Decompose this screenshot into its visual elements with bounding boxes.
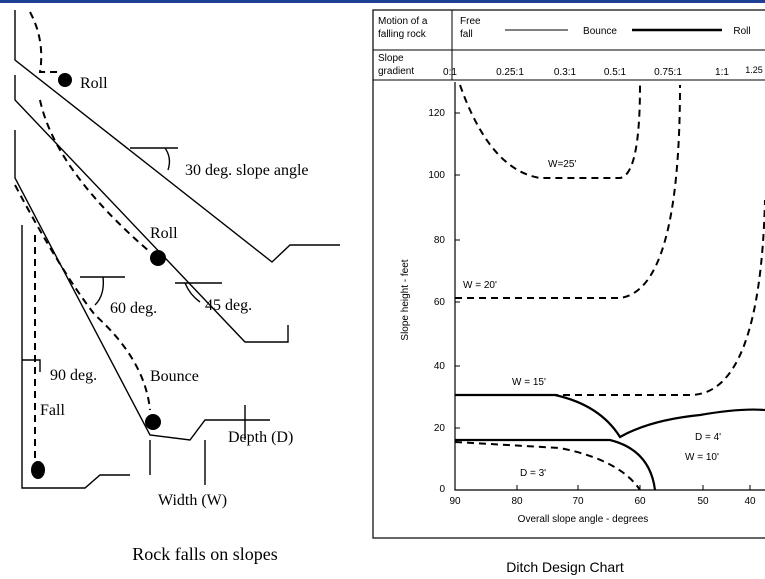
top-bar xyxy=(0,0,765,3)
curve-label: W = 20' xyxy=(463,280,497,291)
gradient: 0.3:1 xyxy=(554,67,577,78)
label: 60 deg. xyxy=(110,300,157,317)
angle-60 xyxy=(80,276,125,306)
curve xyxy=(455,199,765,396)
header-text: Free xyxy=(460,16,481,27)
label: Bounce xyxy=(150,368,199,385)
header-lines xyxy=(373,10,765,81)
slope-30 xyxy=(14,10,340,263)
x-tick-label: 90 xyxy=(449,496,461,507)
frame xyxy=(372,9,765,539)
gradient: 0.5:1 xyxy=(604,67,627,78)
curve-label: W = 10' xyxy=(685,452,719,463)
header-text: Roll xyxy=(733,26,750,37)
x-axis-label: Overall slope angle - degrees xyxy=(518,514,649,525)
caption: Ditch Design Chart xyxy=(506,559,624,575)
curve-label: D = 4' xyxy=(695,432,721,443)
header-text: gradient xyxy=(378,66,414,77)
gradient: 1:1 xyxy=(715,67,729,78)
gradient: 0.25:1 xyxy=(496,67,524,78)
y-tick-label: 20 xyxy=(434,423,446,434)
x-tick-label: 50 xyxy=(697,496,709,507)
header-text: Motion of a xyxy=(378,16,428,27)
curve xyxy=(455,438,657,491)
y-tick-label: 0 xyxy=(439,484,445,495)
rock xyxy=(31,461,45,479)
right-figure: Motion of a falling rock Free fall Bounc… xyxy=(372,9,765,575)
header-text: Slope xyxy=(378,53,404,64)
gradient: 0.75:1 xyxy=(654,67,682,78)
path-45 xyxy=(39,99,151,253)
label: Width (W) xyxy=(158,492,227,509)
path-30 xyxy=(29,11,62,73)
axes xyxy=(454,82,765,491)
gradient: 0:1 xyxy=(443,67,457,78)
curve xyxy=(455,393,765,439)
caption: Rock falls on slopes xyxy=(132,544,278,564)
y-tick-label: 40 xyxy=(434,361,446,372)
label: 45 deg. xyxy=(205,297,252,314)
slope-60 xyxy=(14,130,270,441)
x-tick-label: 60 xyxy=(634,496,646,507)
slope-90 xyxy=(21,225,130,489)
label: 90 deg. xyxy=(50,367,97,384)
curve-label: D = 3' xyxy=(520,468,546,479)
ticks xyxy=(455,112,751,490)
header-text: fall xyxy=(460,29,473,40)
y-axis-label: Slope height - feet xyxy=(400,259,411,340)
y-tick-label: 80 xyxy=(434,235,446,246)
x-tick-label: 70 xyxy=(572,496,584,507)
y-tick-label: 120 xyxy=(428,108,445,119)
rock xyxy=(58,73,72,87)
y-tick-label: 100 xyxy=(428,170,445,181)
label: 30 deg. slope angle xyxy=(185,162,309,179)
angle-90 xyxy=(22,359,41,372)
label: Roll xyxy=(80,75,108,92)
curve xyxy=(459,84,641,179)
angle-30 xyxy=(130,147,178,171)
curve-label: W = 15' xyxy=(512,377,546,388)
curve xyxy=(454,441,641,491)
gradient: 1.25 xyxy=(745,65,763,75)
header-text: Bounce xyxy=(583,26,617,37)
label: Fall xyxy=(40,402,65,419)
curve-label: W=25' xyxy=(548,159,576,170)
rock xyxy=(145,414,161,430)
header-text: falling rock xyxy=(378,29,427,40)
y-tick-label: 60 xyxy=(434,297,446,308)
left-figure: Roll 30 deg. slope angle Roll 60 deg. 45… xyxy=(14,10,340,564)
label: Depth (D) xyxy=(228,429,293,446)
slope-45 xyxy=(14,75,289,343)
angle-45 xyxy=(175,282,222,303)
rock xyxy=(150,250,166,266)
curve xyxy=(455,84,681,299)
x-tick-label: 80 xyxy=(511,496,523,507)
dim-lines xyxy=(149,405,246,485)
path-60 xyxy=(14,184,151,411)
x-tick-label: 40 xyxy=(744,496,756,507)
label: Roll xyxy=(150,225,178,242)
